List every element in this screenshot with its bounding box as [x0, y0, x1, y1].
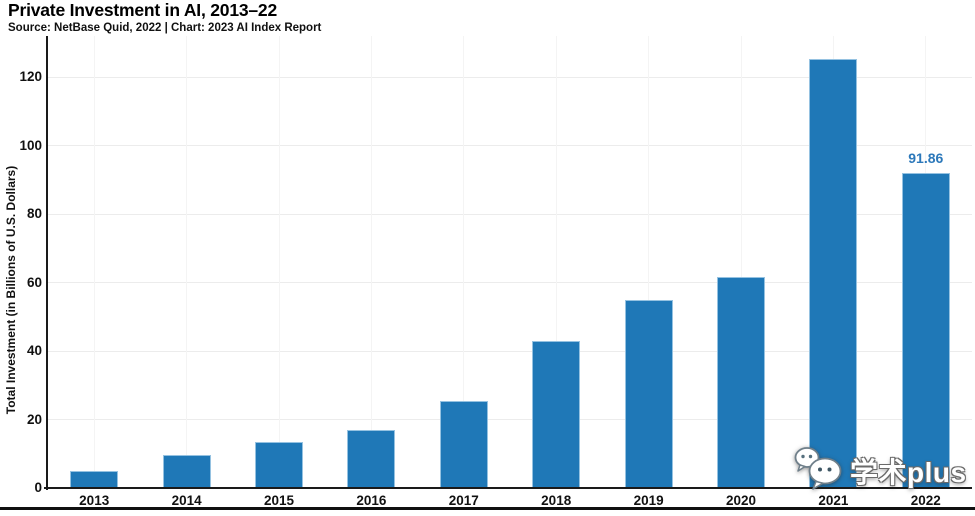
- x-tick-label: 2013: [79, 493, 110, 508]
- x-tick-label: 2015: [263, 493, 295, 508]
- wechat-icon: [792, 444, 848, 497]
- y-gridline: [48, 419, 972, 420]
- bar-2016: [347, 429, 396, 488]
- y-axis-spine: [46, 36, 48, 490]
- x-tick-label: 2017: [448, 493, 479, 508]
- y-gridline: [48, 350, 972, 352]
- y-gridline: [48, 282, 972, 284]
- bar-2018: [532, 340, 581, 488]
- x-gridline: [93, 36, 95, 488]
- y-tick-label: 0: [34, 480, 42, 495]
- x-gridline: [648, 36, 650, 488]
- y-tick-label: 120: [19, 69, 42, 85]
- y-tick-label: 80: [26, 206, 42, 222]
- y-tick-label: 40: [26, 343, 42, 359]
- watermark: 学术plus: [792, 444, 967, 497]
- x-gridline: [278, 36, 280, 488]
- chart-title: Private Investment in AI, 2013–22: [8, 0, 277, 20]
- x-gridline: [370, 36, 372, 488]
- x-gridline: [555, 36, 557, 488]
- y-tick-label: 60: [26, 274, 42, 290]
- y-gridline: [48, 76, 972, 78]
- x-axis-spine: [44, 487, 972, 490]
- bar-2013: [70, 470, 119, 488]
- bottom-border-rule: [0, 507, 975, 510]
- bar-2021: [809, 58, 858, 488]
- x-gridline: [463, 36, 465, 488]
- bar-2014: [162, 454, 211, 488]
- x-gridline: [740, 36, 742, 488]
- bar-2017: [439, 400, 488, 488]
- chart-source-line: Source: NetBase Quid, 2022 | Chart: 2023…: [8, 22, 322, 34]
- y-tick-label: 20: [26, 411, 42, 427]
- bar-2020: [717, 277, 765, 488]
- watermark-text: 学术plus: [850, 456, 967, 488]
- x-tick-label: 2018: [541, 493, 572, 508]
- bar-2015: [255, 442, 303, 488]
- y-gridline: [48, 213, 972, 215]
- bar-value-label: 91.86: [908, 150, 944, 167]
- bar-2019: [624, 299, 673, 488]
- x-tick-label: 2022: [910, 493, 941, 508]
- y-tick-label: 100: [19, 137, 42, 153]
- bar-2022: [901, 173, 950, 488]
- x-tick-label: 2021: [818, 493, 849, 508]
- x-tick-label: 2014: [171, 493, 202, 508]
- x-gridline: [186, 36, 188, 488]
- x-tick-label: 2016: [356, 493, 387, 508]
- y-gridline: [48, 145, 972, 147]
- x-tick-label: 2020: [725, 493, 757, 508]
- x-tick-label: 2019: [633, 493, 664, 508]
